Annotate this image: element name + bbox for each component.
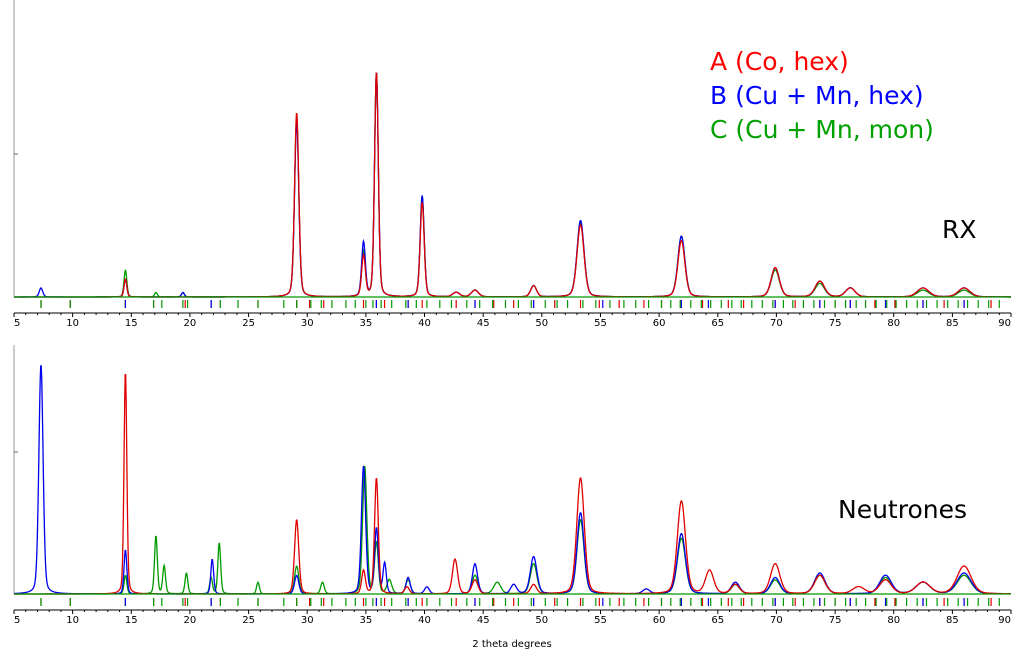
x-tick-label: 40: [418, 615, 431, 626]
x-tick-label: 90: [998, 615, 1011, 626]
x-tick-label: 35: [360, 318, 373, 329]
x-tick-label: 40: [418, 318, 431, 329]
x-tick-label: 5: [14, 318, 20, 329]
x-tick-label: 65: [711, 318, 724, 329]
legend-entry-c: C (Cu + Mn, mon): [710, 115, 934, 144]
neutron-panel-label: Neutrones: [838, 495, 967, 524]
rx-panel: 5 10 15 20 25 30 35 40 45 50 55 60 65 70 75 80 85 90 RX A…: [13, 0, 1012, 329]
x-tick-label: 90: [998, 318, 1011, 329]
x-tick-label: 85: [946, 318, 959, 329]
x-tick-label: 75: [829, 615, 842, 626]
x-tick-label: 45: [477, 615, 490, 626]
x-tick-label: 80: [887, 615, 900, 626]
x-tick-label: 60: [653, 615, 666, 626]
x-tick-label: 15: [125, 615, 138, 626]
legend-entry-b: B (Cu + Mn, hex): [710, 81, 924, 110]
x-tick-label: 15: [125, 318, 138, 329]
legend: A (Co, hex) B (Cu + Mn, hex) C (Cu + Mn,…: [710, 47, 934, 144]
x-tick-label: 50: [535, 615, 548, 626]
x-tick-label: 65: [711, 615, 724, 626]
x-tick-label: 55: [594, 615, 607, 626]
x-tick-label: 75: [829, 318, 842, 329]
x-tick-label: 60: [653, 318, 666, 329]
neutron-panel: 5 10 15 20 25 30 35 40 45 50 55 60 65 70 75 80 85 90 Neut…: [13, 345, 1012, 650]
x-tick-label: 25: [242, 615, 255, 626]
x-tick-label: 70: [770, 615, 783, 626]
x-tick-label: 20: [184, 615, 197, 626]
legend-entry-a: A (Co, hex): [710, 47, 849, 76]
x-tick-label: 55: [594, 318, 607, 329]
x-tick-label: 80: [887, 318, 900, 329]
x-axis-title: 2 theta degrees: [472, 639, 551, 650]
x-tick-label: 25: [242, 318, 255, 329]
x-tick-label: 20: [184, 318, 197, 329]
x-tick-label: 50: [535, 318, 548, 329]
x-tick-label: 85: [946, 615, 959, 626]
x-tick-label: 35: [360, 615, 373, 626]
rx-panel-label: RX: [942, 215, 977, 244]
x-tick-label: 30: [301, 318, 314, 329]
x-tick-label: 5: [14, 615, 20, 626]
x-tick-label: 10: [66, 615, 79, 626]
x-tick-label: 30: [301, 615, 314, 626]
x-tick-label: 45: [477, 318, 490, 329]
x-tick-label: 10: [66, 318, 79, 329]
x-tick-label: 70: [770, 318, 783, 329]
